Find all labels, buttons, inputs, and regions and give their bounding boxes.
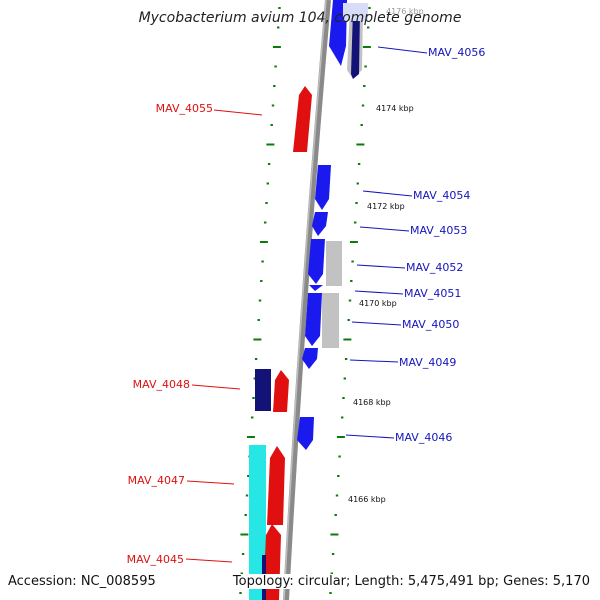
scale-label-4168: 4168 kbp xyxy=(353,398,391,407)
leader-line-mav-4054 xyxy=(362,190,413,197)
leader-line-mav-4047 xyxy=(186,480,235,485)
gene-mav-4048-dark[interactable] xyxy=(255,369,271,411)
outer-tick-track xyxy=(329,7,371,594)
gene-mav-4051[interactable] xyxy=(309,285,323,291)
gene-fragment[interactable] xyxy=(343,3,368,21)
gene-mav-4052-partner[interactable] xyxy=(326,241,342,286)
genome-title: Mycobacterium avium 104, complete genome xyxy=(138,10,462,26)
scale-label-4176: 4176 kbp xyxy=(386,7,424,16)
gene-label-mav-4046[interactable]: MAV_4046 xyxy=(395,431,452,444)
gene-label-mav-4055[interactable]: MAV_4055 xyxy=(156,102,213,115)
gene-label-mav-4048[interactable]: MAV_4048 xyxy=(133,378,190,391)
leader-line-mav-4049 xyxy=(349,359,399,363)
leader-line-mav-4050 xyxy=(351,321,402,326)
genome-stats-text: Topology: circular; Length: 5,475,491 bp… xyxy=(228,574,590,589)
scale-label-4166: 4166 kbp xyxy=(348,495,386,504)
gene-mav-4050-partner[interactable] xyxy=(322,293,339,348)
gene-mav-4046[interactable] xyxy=(297,417,314,450)
gene-mav-4047[interactable] xyxy=(267,446,285,525)
gene-label-mav-4051[interactable]: MAV_4051 xyxy=(404,287,461,300)
leader-line-mav-4048 xyxy=(191,384,241,390)
scale-label-4170: 4170 kbp xyxy=(359,299,397,308)
gene-mav-4048[interactable] xyxy=(273,370,289,412)
gene-mav-4050[interactable] xyxy=(305,293,322,346)
leader-line-mav-4045 xyxy=(185,558,233,563)
gene-mav-4056-dark[interactable] xyxy=(351,10,360,79)
leader-line-mav-4051 xyxy=(354,290,404,295)
gene-label-mav-4050[interactable]: MAV_4050 xyxy=(402,318,459,331)
gene-label-mav-4052[interactable]: MAV_4052 xyxy=(406,261,463,274)
accession-text: Accession: NC_008595 xyxy=(8,574,156,589)
gene-mav-4056[interactable] xyxy=(329,0,347,66)
leader-line-mav-4055 xyxy=(213,109,263,116)
leader-line-mav-4052 xyxy=(356,264,406,269)
gene-label-mav-4045[interactable]: MAV_4045 xyxy=(127,553,184,566)
leader-line-mav-4046 xyxy=(345,434,395,439)
gene-mav-4054[interactable] xyxy=(315,165,331,210)
leader-line-mav-4056 xyxy=(377,46,428,54)
gene-label-mav-4056[interactable]: MAV_4056 xyxy=(428,46,485,59)
scale-label-4172: 4172 kbp xyxy=(367,202,405,211)
gene-mav-4053[interactable] xyxy=(312,212,328,236)
gene-mav-4052[interactable] xyxy=(308,239,325,284)
gene-label-mav-4047[interactable]: MAV_4047 xyxy=(128,474,185,487)
gene-label-mav-4053[interactable]: MAV_4053 xyxy=(410,224,467,237)
gene-mav-4049[interactable] xyxy=(302,348,318,369)
genome-backbone xyxy=(283,0,331,600)
gene-mav-4047-cyan[interactable] xyxy=(249,445,266,600)
gene-mav-4055[interactable] xyxy=(293,86,312,152)
inner-tick-track xyxy=(239,7,281,594)
scale-label-4174: 4174 kbp xyxy=(376,104,414,113)
gene-label-mav-4054[interactable]: MAV_4054 xyxy=(413,189,470,202)
gene-label-mav-4049[interactable]: MAV_4049 xyxy=(399,356,456,369)
leader-line-mav-4053 xyxy=(359,226,410,232)
genome-backbone-highlight xyxy=(283,0,327,600)
